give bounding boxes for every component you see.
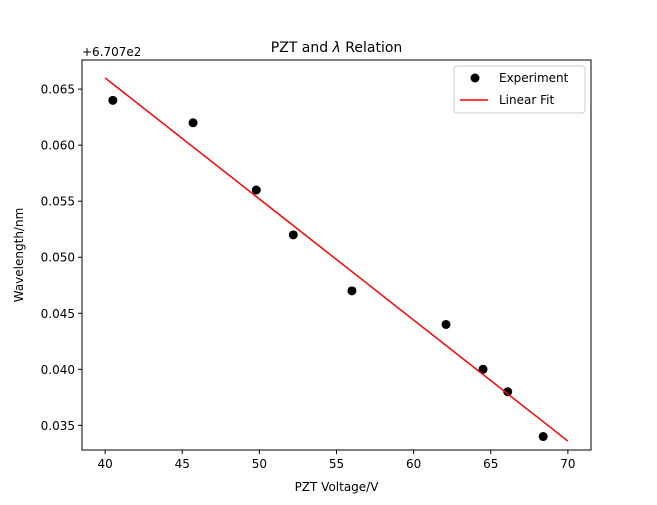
experiment-point-1 [108, 95, 118, 105]
x-tick-label: 45 [175, 457, 190, 471]
chart-title-prefix: PZT and [271, 40, 333, 56]
x-tick-label: 40 [97, 457, 112, 471]
plot-frame [81, 59, 592, 451]
experiment-point-3 [251, 185, 261, 195]
experiment-point-6 [441, 319, 451, 329]
experiment-point-8 [503, 387, 513, 397]
experiment-point-5 [347, 286, 357, 296]
chart-title-suffix: Relation [341, 40, 402, 56]
x-tick-label: 70 [560, 457, 575, 471]
linear-fit-line [104, 77, 569, 442]
y-axis-offset-text: +6.707e2 [82, 45, 141, 59]
x-axis-ticks: 40 45 50 55 60 65 70 [97, 450, 576, 471]
y-axis-label: Wavelength/nm [12, 208, 26, 303]
y-tick-label: 0.060 [41, 139, 75, 153]
y-tick-label: 0.050 [41, 251, 75, 265]
y-tick-label: 0.035 [41, 419, 75, 433]
legend-label-experiment: Experiment [499, 71, 569, 85]
legend-label-linear-fit: Linear Fit [499, 93, 554, 107]
y-tick-label: 0.040 [41, 363, 75, 377]
y-tick-label: 0.045 [41, 307, 75, 321]
y-axis-ticks: 0.035 0.040 0.045 0.050 0.055 0.060 0.065 [41, 83, 82, 433]
experiment-point-4 [288, 230, 298, 240]
x-tick-label: 50 [252, 457, 267, 471]
x-tick-label: 55 [329, 457, 344, 471]
y-tick-label: 0.055 [41, 195, 75, 209]
x-tick-label: 65 [483, 457, 498, 471]
x-tick-label: 60 [406, 457, 421, 471]
chart-title: PZT and λ Relation [271, 40, 403, 56]
legend-marker-experiment [470, 73, 480, 83]
x-axis-label: PZT Voltage/V [295, 480, 380, 494]
legend: Experiment Linear Fit [453, 65, 586, 114]
experiment-point-7 [478, 364, 488, 374]
y-tick-label: 0.065 [41, 83, 75, 97]
experiment-point-2 [188, 118, 198, 128]
chart-title-symbol: λ [332, 40, 341, 56]
plot-content [104, 77, 569, 442]
experiment-point-9 [538, 432, 548, 442]
legend-frame [453, 65, 586, 114]
